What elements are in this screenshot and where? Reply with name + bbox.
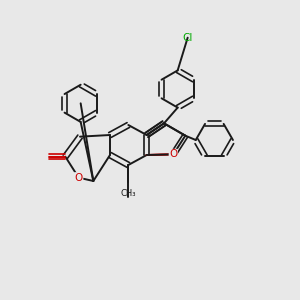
Text: Cl: Cl (182, 33, 193, 43)
Text: O: O (74, 173, 83, 183)
Text: O: O (74, 173, 83, 183)
Text: CH₃: CH₃ (121, 189, 136, 198)
Text: O: O (74, 173, 83, 183)
Text: O: O (169, 149, 178, 159)
Text: O: O (74, 173, 83, 183)
Text: O: O (169, 149, 178, 159)
